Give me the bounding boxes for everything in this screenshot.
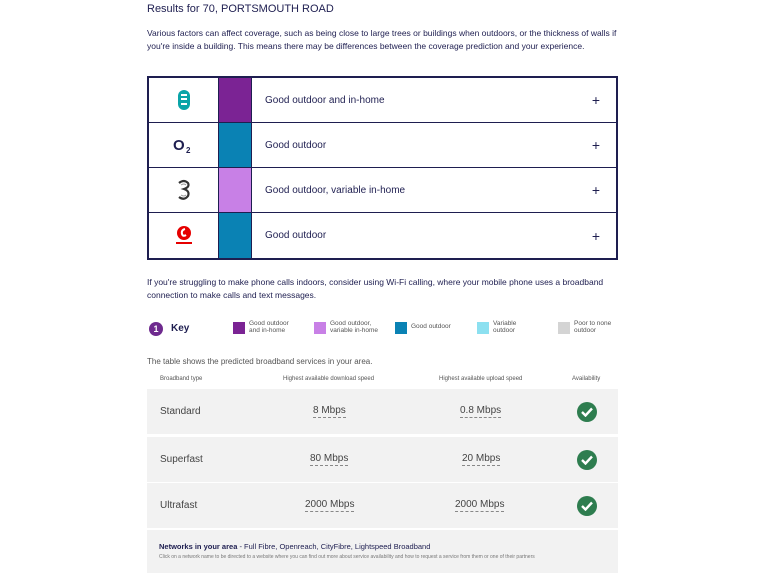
key-label: Poor to none outdoor (574, 320, 612, 334)
coverage-color-swatch (219, 78, 252, 122)
download-speed-value: 80 Mbps (310, 453, 349, 466)
key-icon: 1 (149, 322, 163, 336)
results-title: Results for 70, PORTSMOUTH ROAD (147, 3, 334, 15)
broadband-intro: The table shows the predicted broadband … (147, 357, 373, 366)
key-title: Key (171, 323, 190, 334)
upload-speed: 20 Mbps (462, 437, 501, 482)
download-speed: 80 Mbps (310, 437, 349, 482)
coverage-status: Good outdoor (265, 230, 327, 241)
key-label: Good outdoor, variable in-home (330, 320, 379, 334)
coverage-intro: Various factors can affect coverage, suc… (147, 28, 617, 51)
key-item: Poor to none outdoor (558, 320, 628, 334)
upload-speed: 0.8 Mbps (460, 389, 502, 434)
networks-note: Click on a network name to be directed t… (159, 554, 535, 560)
key-item: Good outdoor (395, 320, 461, 334)
header-upload-speed: Highest available upload speed (439, 376, 523, 382)
key-swatch (558, 322, 570, 334)
networks-panel: Networks in your area - Full Fibre, Open… (147, 530, 618, 573)
coverage-color-swatch (219, 123, 252, 167)
ee-logo-icon (149, 78, 219, 122)
networks-list[interactable]: - Full Fibre, Openreach, CityFibre, Ligh… (237, 542, 431, 551)
o2-logo-icon: O 2 (149, 123, 219, 167)
key-label: Good outdoor and in-home (249, 320, 289, 334)
expand-plus-icon[interactable]: + (591, 137, 600, 153)
key-swatch (477, 322, 489, 334)
upload-speed-value: 20 Mbps (462, 453, 501, 466)
download-speed: 8 Mbps (313, 389, 346, 434)
key-label: Good outdoor (411, 323, 451, 330)
key-item: Good outdoor and in-home (233, 320, 299, 334)
coverage-status: Good outdoor, variable in-home (265, 184, 406, 196)
table-row: Ultrafast 2000 Mbps 2000 Mbps (147, 483, 618, 528)
check-circle-icon (577, 450, 597, 470)
coverage-color-swatch (219, 168, 252, 212)
check-circle-icon (577, 496, 597, 516)
coverage-color-swatch (219, 213, 252, 258)
broadband-type: Ultrafast (160, 500, 198, 511)
table-row: Superfast 80 Mbps 20 Mbps (147, 437, 618, 482)
key-swatch (314, 322, 326, 334)
vodafone-logo-icon (149, 213, 219, 258)
coverage-row-ee[interactable]: Good outdoor and in-home + (149, 78, 616, 123)
key-swatch (395, 322, 407, 334)
wifi-calling-note: If you're struggling to make phone calls… (147, 277, 604, 300)
svg-text:O: O (173, 137, 185, 154)
download-speed-value: 8 Mbps (313, 405, 346, 418)
networks-title: Networks in your area - Full Fibre, Open… (159, 542, 430, 551)
key-label: Variable outdoor (493, 320, 517, 334)
expand-plus-icon[interactable]: + (591, 227, 600, 244)
networks-label: Networks in your area (159, 542, 238, 551)
coverage-row-three[interactable]: Good outdoor, variable in-home + (149, 168, 616, 213)
three-logo-icon (149, 168, 219, 212)
check-circle-icon (577, 402, 597, 422)
coverage-status: Good outdoor (265, 139, 327, 151)
broadband-type: Standard (160, 406, 201, 417)
header-broadband-type: Broadband type (160, 376, 203, 382)
upload-speed: 2000 Mbps (455, 483, 505, 528)
expand-plus-icon[interactable]: + (591, 92, 600, 108)
upload-speed-value: 2000 Mbps (455, 499, 505, 512)
key-swatch (233, 322, 245, 334)
download-speed-value: 2000 Mbps (305, 499, 355, 512)
download-speed: 2000 Mbps (305, 483, 355, 528)
coverage-row-vodafone[interactable]: Good outdoor + (149, 213, 616, 258)
coverage-table: Good outdoor and in-home + O 2 Good outd… (147, 76, 618, 260)
coverage-status: Good outdoor and in-home (265, 94, 385, 106)
header-download-speed: Highest available download speed (283, 376, 375, 382)
key-item: Variable outdoor (477, 320, 531, 334)
expand-plus-icon[interactable]: + (591, 182, 600, 198)
key-item: Good outdoor, variable in-home (314, 320, 380, 334)
upload-speed-value: 0.8 Mbps (460, 405, 502, 418)
coverage-row-o2[interactable]: O 2 Good outdoor + (149, 123, 616, 168)
header-availability: Availability (572, 376, 601, 382)
svg-text:2: 2 (186, 146, 191, 154)
broadband-type: Superfast (160, 454, 203, 465)
table-row: Standard 8 Mbps 0.8 Mbps (147, 389, 618, 434)
